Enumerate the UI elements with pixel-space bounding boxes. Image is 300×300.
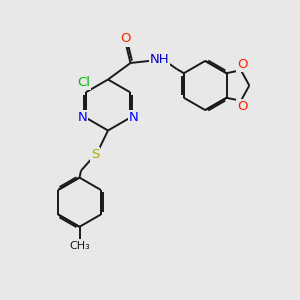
Text: Cl: Cl [77, 76, 90, 89]
Text: O: O [237, 58, 247, 71]
Text: O: O [121, 32, 131, 46]
Text: S: S [91, 148, 99, 161]
Text: N: N [77, 111, 87, 124]
Text: O: O [237, 100, 247, 113]
Text: N: N [129, 111, 139, 124]
Text: NH: NH [150, 52, 169, 66]
Text: CH₃: CH₃ [69, 241, 90, 251]
